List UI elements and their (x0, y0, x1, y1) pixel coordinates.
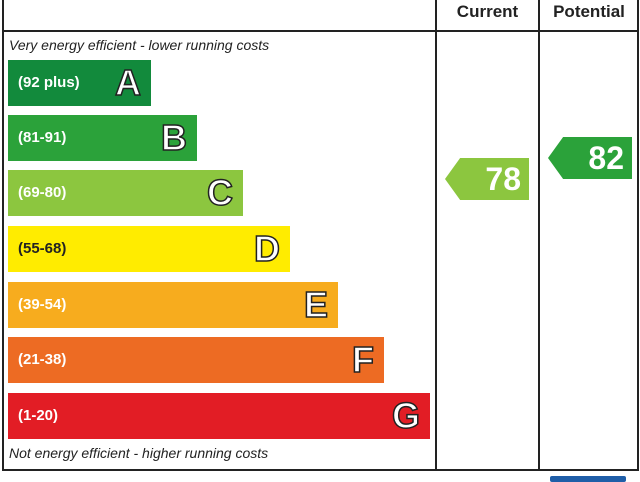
band-letter: G (391, 394, 421, 437)
header-rule (2, 30, 639, 32)
band-letter: D (253, 227, 281, 270)
band-range: (81-91) (18, 129, 67, 146)
band-letter: A (114, 61, 142, 104)
bottom-rule (2, 469, 639, 471)
band-range: (21-38) (18, 351, 67, 368)
band-letter: C (206, 171, 234, 214)
band-range: (69-80) (18, 184, 67, 201)
band-range: (55-68) (18, 240, 67, 257)
band-b: (81-91) B (8, 115, 197, 161)
band-f: (21-38) F (8, 337, 384, 383)
divider-current (435, 0, 437, 471)
band-a: (92 plus) A (8, 60, 151, 106)
border-left (2, 0, 4, 471)
divider-potential (538, 0, 540, 471)
band-c: (69-80) C (8, 170, 243, 216)
border-right (637, 0, 639, 471)
potential-rating-arrow: 82 (548, 137, 632, 179)
current-rating-value: 78 (485, 161, 521, 197)
band-d: (55-68) D (8, 226, 290, 272)
potential-rating-value: 82 (588, 140, 624, 176)
current-rating-arrow: 78 (445, 158, 529, 200)
header-potential: Potential (553, 2, 625, 21)
band-letter: F (351, 338, 375, 381)
band-letter: B (160, 116, 188, 159)
bottom-note: Not energy efficient - higher running co… (9, 445, 269, 461)
band-range: (39-54) (18, 296, 67, 313)
blue-element (550, 476, 626, 482)
band-range: (92 plus) (18, 74, 80, 91)
top-note: Very energy efficient - lower running co… (9, 37, 270, 53)
band-letter: E (303, 283, 329, 326)
band-g: (1-20) G (8, 393, 430, 439)
band-range: (1-20) (18, 407, 59, 424)
header-current: Current (456, 2, 519, 21)
band-e: (39-54) E (8, 282, 338, 328)
